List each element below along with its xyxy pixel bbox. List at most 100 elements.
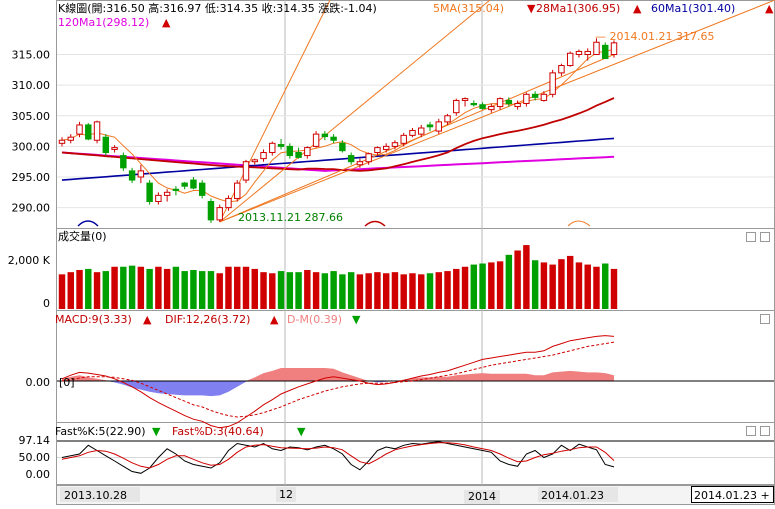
- kd-tick-97: 97.14: [19, 434, 51, 447]
- price-tick-label: 295.00: [12, 171, 51, 184]
- candle-body: [461, 98, 469, 101]
- volume-bar: [172, 266, 180, 309]
- macd-line: [61, 341, 615, 418]
- current-date-box[interactable]: [691, 486, 774, 503]
- volume-bar: [207, 271, 215, 309]
- candle-body: [102, 136, 110, 153]
- volume-bar: [102, 271, 110, 309]
- bottom-wave-marker: [77, 220, 99, 227]
- volume-bar: [225, 266, 232, 309]
- macd-panel: [57, 335, 774, 429]
- macd-resize-icon[interactable]: [760, 314, 770, 324]
- volume-bar: [120, 266, 127, 309]
- trend-ray-mid: [219, 0, 491, 223]
- volume-bar: [356, 274, 364, 309]
- volume-bar: [347, 272, 355, 309]
- candle-body: [575, 50, 583, 55]
- volume-bar: [277, 271, 285, 309]
- candle-body: [286, 145, 294, 157]
- candle-body: [356, 161, 364, 166]
- candle-body: [58, 139, 66, 144]
- macd-bracket: [0]: [59, 376, 75, 389]
- volume-bar: [155, 266, 162, 309]
- macd-tick-0: 0.00: [26, 376, 51, 389]
- bottom-wave-marker: [364, 220, 386, 227]
- volume-bar: [374, 272, 381, 309]
- volume-bar: [312, 272, 320, 309]
- low-annotation: 2013.11.21 287.66: [238, 211, 343, 224]
- candle-body: [137, 170, 145, 178]
- volume-bar: [558, 259, 565, 309]
- kd-tick-0: 0.00: [26, 468, 51, 481]
- trend-ray-flat: [219, 54, 615, 223]
- price-tick-label: 300.00: [12, 140, 51, 153]
- candle-body: [93, 121, 101, 141]
- volume-bar: [382, 273, 390, 309]
- candle-body: [514, 103, 521, 108]
- dif-up-arrow: ▲: [270, 313, 279, 326]
- volume-bar: [339, 274, 346, 309]
- kd-tick-50: 50.00: [19, 451, 51, 464]
- macd-histogram-negative: [62, 381, 614, 397]
- candle-body: [76, 124, 83, 135]
- volume-bar: [242, 266, 250, 309]
- kd-settings-icon[interactable]: [746, 426, 756, 436]
- date-axis-dec: 12: [279, 488, 293, 501]
- fastk-legend: Fast%K:5(22.90): [55, 425, 146, 438]
- volume-bar: [523, 245, 530, 309]
- candle-body: [602, 44, 609, 59]
- date-axis-dec-box: [276, 487, 296, 502]
- volume-bar: [190, 270, 197, 309]
- candle-body: [207, 201, 215, 221]
- volume-bar: [181, 271, 188, 309]
- volume-bar: [260, 272, 267, 309]
- volume-bar: [575, 262, 583, 309]
- date-axis-start-box: [60, 487, 140, 502]
- ma120-up-arrow: ▲: [162, 16, 171, 29]
- kd-resize-icon[interactable]: [760, 426, 770, 436]
- current-date-label: 2014.01.23 +: [694, 489, 770, 502]
- candle-body: [339, 142, 346, 152]
- candle-body: [391, 142, 399, 147]
- price-panel: [58, 0, 775, 227]
- ma120-legend: 120Ma1(298.12): [58, 16, 149, 29]
- candle-body: [330, 136, 337, 141]
- price-tick-label: 310.00: [12, 79, 51, 92]
- fastd-down-arrow: ▼: [297, 425, 306, 438]
- volume-bar: [444, 271, 451, 309]
- volume-bar: [146, 268, 153, 309]
- kd-panel: [57, 440, 774, 474]
- volume-resize-icon[interactable]: [760, 232, 770, 242]
- volume-tick-0: 0: [43, 297, 50, 310]
- candle-body: [155, 194, 162, 202]
- panel-frames: [56, 0, 775, 485]
- candle-body: [584, 50, 591, 55]
- candle-body: [304, 147, 311, 157]
- volume-bar: [593, 266, 600, 309]
- candle-body: [312, 133, 320, 147]
- candle-body: [295, 152, 302, 158]
- volume-bar: [461, 266, 469, 309]
- volume-bar: [304, 270, 311, 309]
- volume-bar: [128, 265, 136, 309]
- candle-body: [418, 127, 425, 135]
- candle-body: [610, 42, 618, 55]
- date-axis-start: 2013.10.28: [64, 489, 127, 502]
- volume-bar: [163, 268, 171, 309]
- volume-bar: [435, 272, 442, 309]
- candle-body: [128, 170, 136, 181]
- ma28-legend: 28Ma1(306.95): [536, 2, 620, 15]
- volume-bar: [93, 272, 101, 309]
- volume-bar: [76, 270, 83, 309]
- volume-bar: [137, 266, 145, 309]
- candle-body: [426, 124, 434, 128]
- candle-body: [505, 99, 513, 104]
- volume-bar: [269, 273, 276, 309]
- volume-bar: [111, 266, 118, 309]
- date-axis-2014-box: [464, 490, 500, 504]
- volume-settings-icon[interactable]: [746, 232, 756, 242]
- volume-panel: [58, 245, 618, 309]
- candle-body: [277, 144, 285, 147]
- volume-bar: [234, 266, 241, 309]
